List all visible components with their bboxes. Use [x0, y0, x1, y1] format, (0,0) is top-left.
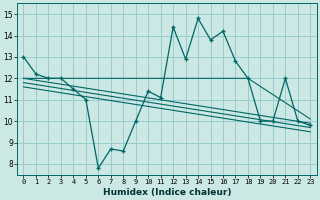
- X-axis label: Humidex (Indice chaleur): Humidex (Indice chaleur): [103, 188, 231, 197]
